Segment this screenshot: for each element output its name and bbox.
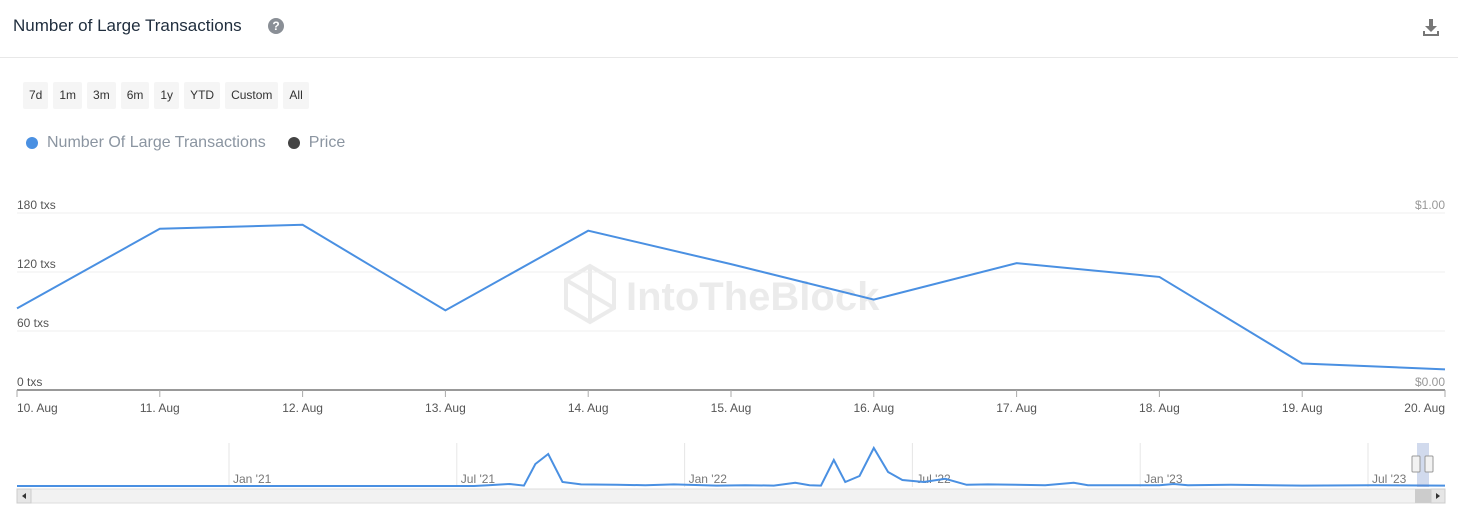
x-tick-label: 16. Aug	[853, 401, 894, 415]
x-tick-label: 20. Aug	[1404, 401, 1445, 415]
legend-item-large-transactions[interactable]: Number Of Large Transactions	[26, 134, 266, 152]
x-tick-label: 10. Aug	[17, 401, 58, 415]
scrollbar-track	[16, 488, 1446, 504]
x-tick-label: 18. Aug	[1139, 401, 1180, 415]
navigator-label: Jan '23	[1144, 472, 1183, 486]
series-line	[16, 223, 1446, 371]
chart-legend: Number Of Large Transactions Price	[26, 134, 345, 152]
x-tick-label: 15. Aug	[711, 401, 752, 415]
y-axis-right: $0.00 $1.00	[1415, 198, 1445, 389]
y-tick-label: 120 txs	[17, 257, 56, 271]
range-7d-button[interactable]: 7d	[23, 82, 49, 109]
range-1y-button[interactable]: 1y	[154, 82, 180, 109]
series-layer	[16, 223, 1446, 371]
navigator-background	[17, 443, 1445, 487]
x-tick-label: 17. Aug	[996, 401, 1037, 415]
chart-grid	[17, 212, 1445, 332]
y-tick-label: 0 txs	[17, 375, 42, 389]
chevron-right-icon	[1436, 493, 1440, 499]
legend-item-price[interactable]: Price	[287, 134, 346, 152]
navigator-series-line	[17, 445, 1446, 487]
x-axis: 10. Aug 11. Aug 12. Aug 13. Aug 14. Aug 15. A…	[16, 389, 1446, 415]
y-right-tick-label: $0.00	[1415, 375, 1445, 389]
range-3m-button[interactable]: 3m	[87, 82, 116, 109]
range-all-button[interactable]: All	[283, 82, 309, 109]
y-right-tick-label: $1.00	[1415, 198, 1445, 212]
navigator-handle-left	[1411, 455, 1421, 473]
navigator-handle-right	[1424, 455, 1434, 473]
chart-header: Number of Large Transactions ?	[0, 0, 1458, 58]
range-ytd-button[interactable]: YTD	[184, 82, 221, 109]
scrollbar-thumb	[1415, 489, 1431, 503]
x-tick-label: 19. Aug	[1282, 401, 1323, 415]
watermark-logo: IntoTheBlock	[564, 263, 880, 325]
legend-dot	[287, 137, 300, 149]
y-axis-left: 0 txs 60 txs 120 txs 180 txs	[17, 198, 56, 389]
navigator-label: Jul '23	[1372, 472, 1407, 486]
x-tick-label: 13. Aug	[425, 401, 466, 415]
question-circle-icon[interactable]: ?	[268, 18, 284, 34]
range-custom-button[interactable]: Custom	[225, 82, 279, 109]
range-1m-button[interactable]: 1m	[53, 82, 83, 109]
download-icon[interactable]	[1421, 17, 1441, 37]
page-title: Number of Large Transactions	[13, 16, 242, 35]
range-selector: 7d 1m 3m 6m 1y YTD Custom All	[23, 82, 309, 109]
y-tick-label: 180 txs	[17, 198, 56, 212]
y-tick-label: 60 txs	[17, 316, 49, 330]
navigator-selection	[1417, 443, 1429, 487]
legend-label: Number Of Large Transactions	[47, 134, 266, 151]
chevron-left-icon	[22, 493, 26, 499]
x-tick-label: 11. Aug	[140, 401, 180, 415]
x-tick-label: 14. Aug	[568, 401, 609, 415]
legend-dot	[26, 137, 38, 149]
legend-label: Price	[308, 134, 346, 151]
x-tick-label: 12. Aug	[282, 401, 323, 415]
navigator-label: Jan '21	[233, 472, 272, 486]
navigator-label: Jul '21	[461, 472, 496, 486]
range-6m-button[interactable]: 6m	[120, 82, 150, 109]
navigator-label: Jan '22	[689, 472, 728, 486]
watermark-text: IntoTheBlock	[626, 275, 880, 319]
navigator[interactable]: Jan '21 Jul '21 Jan '22 Jul '22 Jan '23 Jul '…	[16, 443, 1446, 504]
